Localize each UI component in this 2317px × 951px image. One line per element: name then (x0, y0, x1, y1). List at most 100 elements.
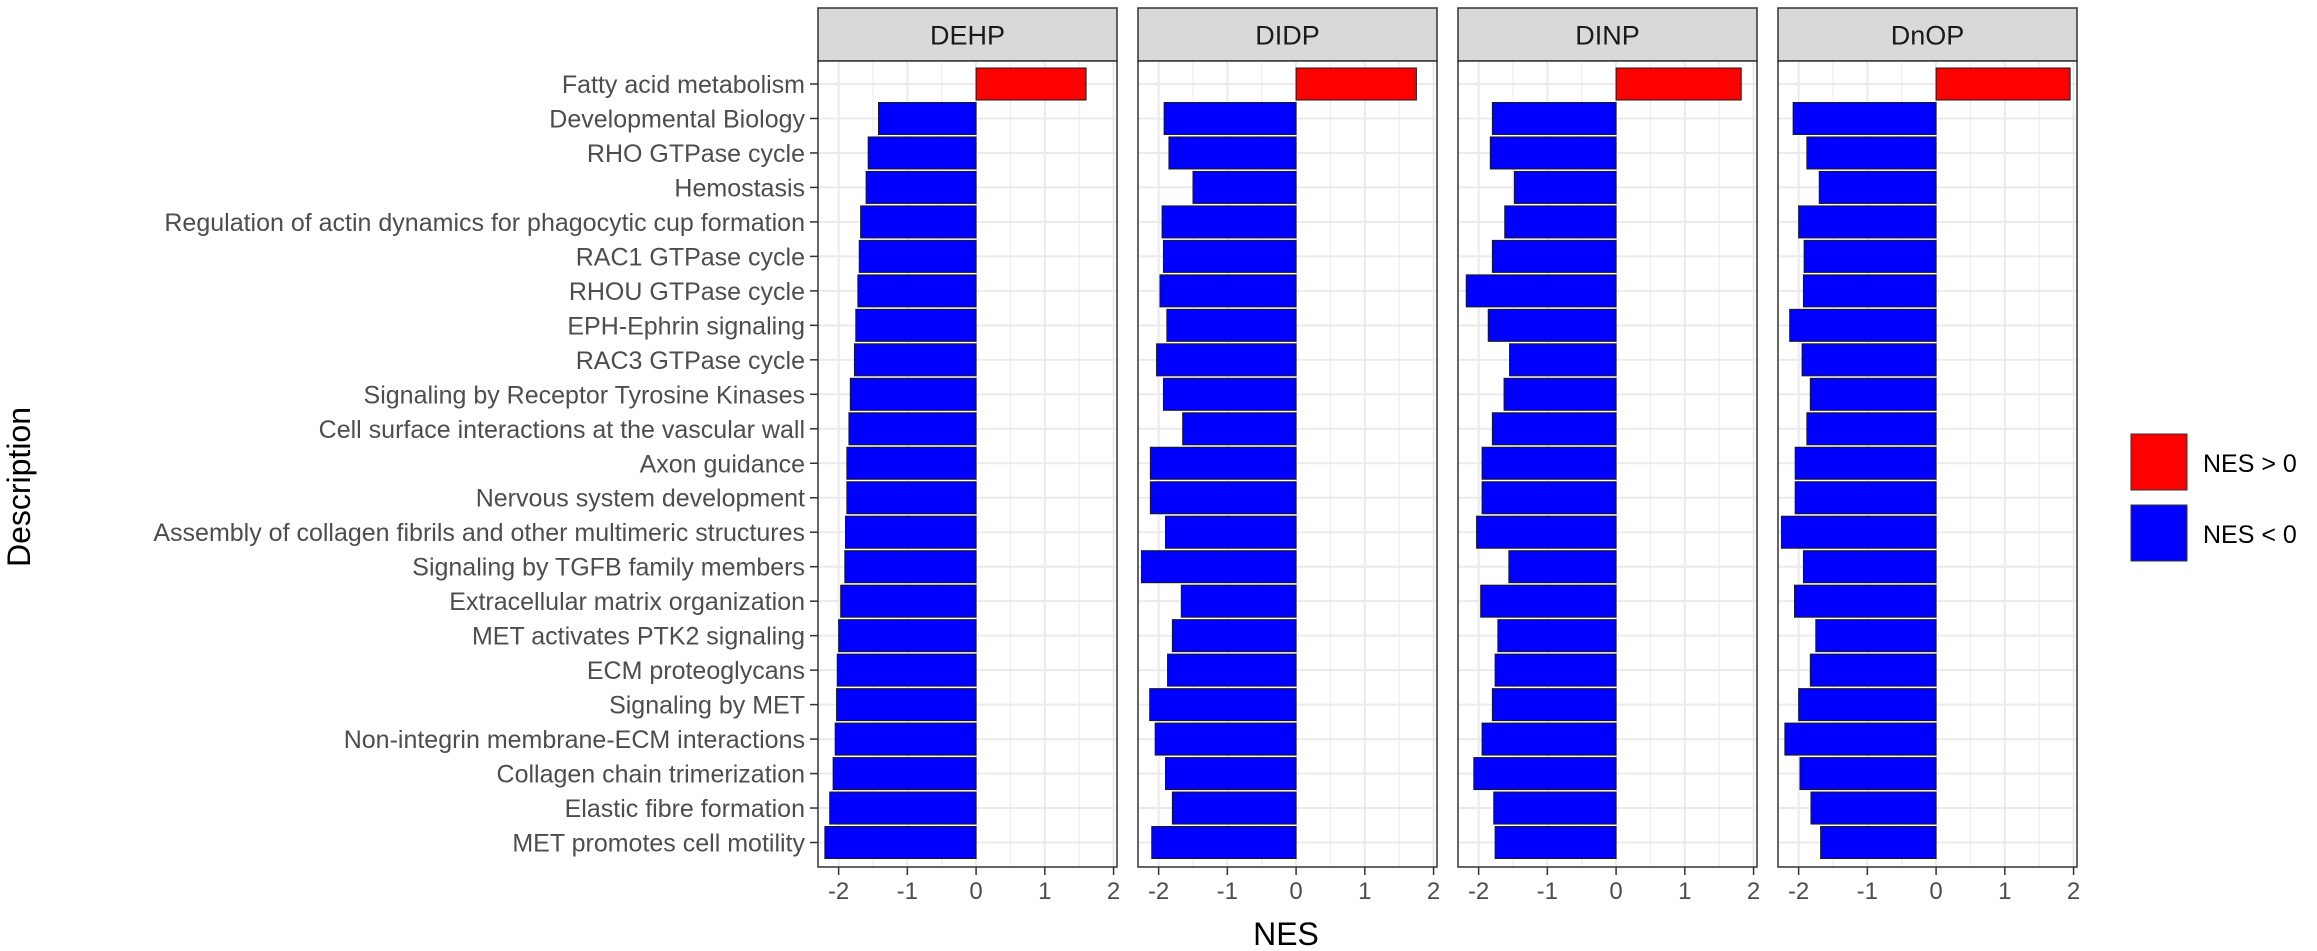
facet-strip (1457, 7, 1758, 62)
legend-label: NES < 0 (2203, 521, 2297, 549)
y-tick-label: Collagen chain trimerization (497, 761, 805, 789)
x-tick-label: 0 (1929, 878, 1942, 905)
x-tick-label: 0 (1289, 878, 1302, 905)
bar (867, 136, 977, 170)
panel-border (1777, 60, 2078, 868)
y-tick-label: EPH-Ephrin signaling (567, 312, 805, 340)
bar (1162, 239, 1297, 273)
x-tick-label: 0 (1609, 878, 1622, 905)
bar (1491, 688, 1617, 722)
bar (1494, 826, 1617, 860)
bar (1794, 446, 1937, 480)
bar (1491, 412, 1617, 446)
bar (1171, 791, 1297, 825)
y-tick-label: Cell surface interactions at the vascula… (319, 416, 805, 444)
x-tick-label: -1 (1537, 878, 1558, 905)
bar (1509, 343, 1617, 377)
bar (1792, 101, 1937, 135)
bar (1481, 481, 1617, 515)
bar (836, 688, 977, 722)
bar (1798, 205, 1937, 239)
x-tick-label: 2 (1107, 878, 1120, 905)
bar (1149, 481, 1297, 515)
bar (1481, 446, 1617, 480)
bar (1168, 136, 1297, 170)
bar (1487, 308, 1617, 342)
bar (1171, 619, 1297, 653)
bar (1801, 343, 1937, 377)
bar (1802, 550, 1937, 584)
bar (1784, 722, 1937, 756)
legend: NES > 0 NES < 0 (2130, 433, 2297, 562)
bar (1164, 515, 1297, 549)
bar (1154, 722, 1297, 756)
y-tick-label: Regulation of actin dynamics for phagocy… (164, 209, 805, 237)
y-tick-label: Non-integrin membrane-ECM interactions (344, 726, 805, 754)
bar (1818, 170, 1937, 204)
bar (840, 584, 977, 618)
x-tick-label: -1 (1217, 878, 1238, 905)
y-tick-label: Developmental Biology (549, 105, 805, 133)
x-tick-label: 1 (1678, 878, 1691, 905)
y-tick-label: Elastic fibre formation (565, 795, 805, 823)
x-tick-label: -2 (1788, 878, 1809, 905)
facet-panel-dinp: DINP -2 -1 0 1 2 (1457, 7, 1760, 905)
bar (1295, 67, 1417, 101)
panel-border (1137, 60, 1438, 868)
bar (1504, 205, 1617, 239)
bar (1503, 377, 1617, 411)
x-tick-label: 1 (1038, 878, 1051, 905)
bar (860, 205, 977, 239)
bar (1815, 619, 1937, 653)
bar (1491, 101, 1617, 135)
bar (1159, 274, 1297, 308)
x-tick-label: -2 (1148, 878, 1169, 905)
bar (1803, 239, 1937, 273)
bar (1799, 757, 1937, 791)
y-tick-label: Hemostasis (674, 174, 805, 202)
facet-panel-didp: DIDP -2 -1 0 1 2 (1137, 7, 1440, 905)
y-tick-label: Signaling by MET (609, 692, 805, 720)
bar (877, 101, 977, 135)
y-tick-label: Axon guidance (640, 450, 805, 478)
bar (1810, 791, 1937, 825)
bar (1167, 653, 1297, 687)
x-tick-label: 2 (1747, 878, 1760, 905)
bar (857, 274, 977, 308)
bar (1802, 274, 1937, 308)
x-tick-label: -1 (1857, 878, 1878, 905)
facet-strip-label: DnOP (1891, 21, 1965, 51)
bar (1508, 550, 1617, 584)
facet-strip-label: DEHP (930, 21, 1005, 51)
bar (849, 377, 977, 411)
y-tick-label: MET promotes cell motility (512, 830, 805, 858)
legend-label: NES > 0 (2203, 450, 2297, 478)
bar (1809, 653, 1937, 687)
bar (853, 343, 977, 377)
y-tick-label: RHOU GTPase cycle (569, 278, 805, 306)
facet-strip-label: DINP (1575, 21, 1640, 51)
x-tick-label: 1 (1358, 878, 1371, 905)
bar (836, 653, 977, 687)
y-tick-label: RAC3 GTPase cycle (576, 347, 805, 375)
y-tick-label: RAC1 GTPase cycle (576, 243, 805, 271)
bar (1156, 343, 1297, 377)
facet-strip (1777, 7, 2078, 62)
bar (1497, 619, 1617, 653)
bar (1820, 826, 1937, 860)
facet-strip (817, 7, 1118, 62)
bar (1162, 377, 1297, 411)
bar (846, 446, 977, 480)
y-tick-label: Extracellular matrix organization (449, 588, 805, 616)
bar (1494, 653, 1617, 687)
y-tick-label: ECM proteoglycans (587, 657, 805, 685)
bar (1491, 239, 1617, 273)
bar (1806, 136, 1937, 170)
y-tick-label: Signaling by TGFB family members (412, 554, 805, 582)
bar (1149, 446, 1297, 480)
bar (1789, 308, 1937, 342)
x-tick-label: 0 (969, 878, 982, 905)
y-axis-title: Description (1, 407, 37, 567)
bar (1149, 688, 1297, 722)
